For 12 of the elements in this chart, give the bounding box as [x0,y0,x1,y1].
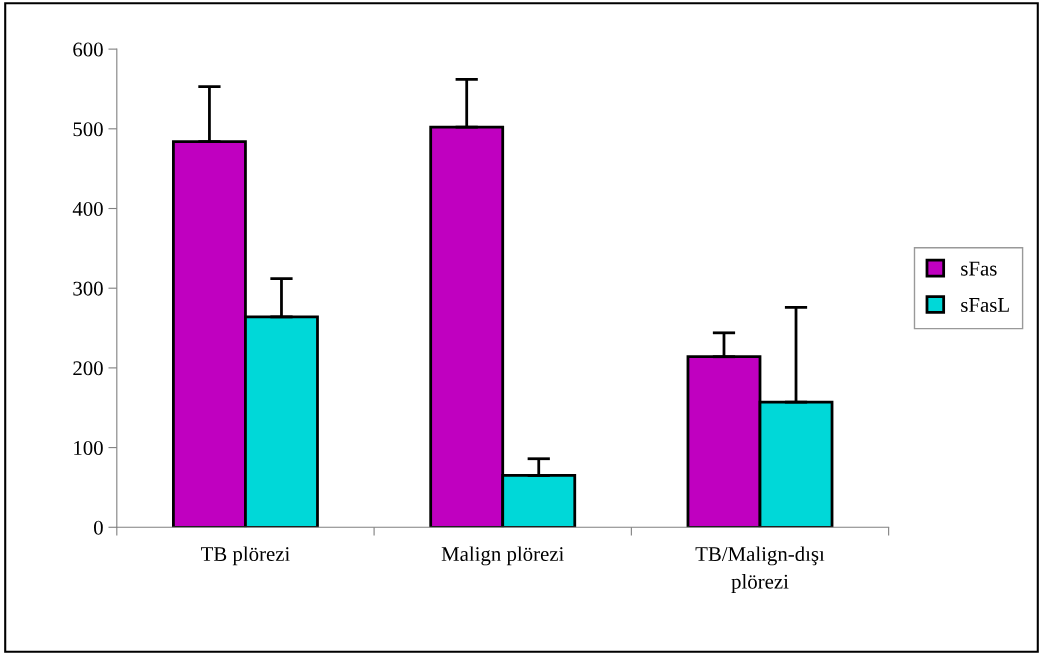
y-tick-label: 500 [73,122,103,137]
y-tick-label: 400 [72,201,103,216]
legend-label: sFas [961,261,997,276]
y-tick-label: 600 [73,42,103,57]
x-tick-label: TB/Malign-dışı plörezi [695,546,825,593]
y-tick-label: 100 [74,440,103,456]
x-tick-label: TB plörezi [200,546,290,566]
legend-label: sFasL [961,298,1009,312]
x-tick-label: Malign plörezi [441,546,564,566]
y-tick-label: 300 [73,281,103,296]
y-tick-label: 200 [73,361,103,376]
y-tick-label: 0 [94,520,103,535]
